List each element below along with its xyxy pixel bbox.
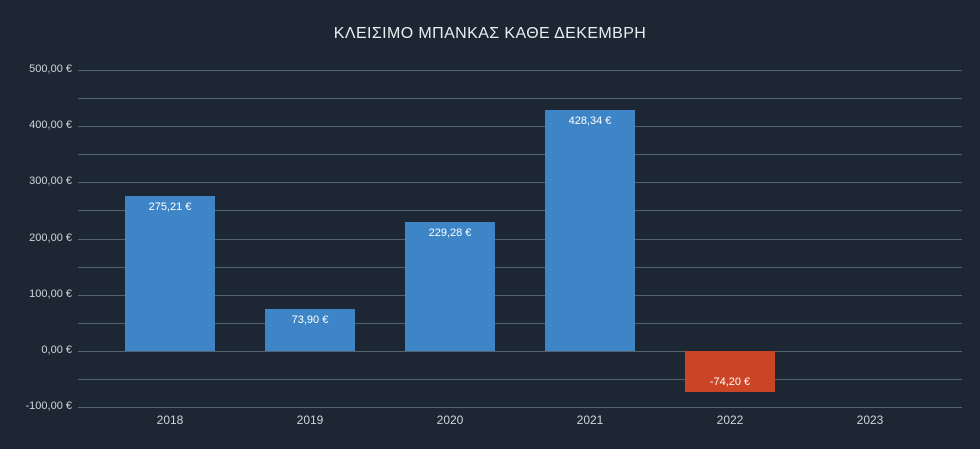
y-tick-label-400: 400,00 € <box>29 119 72 132</box>
y-tick-label-500: 500,00 € <box>29 63 72 75</box>
y-tick-label-100: 100,00 € <box>29 287 72 300</box>
y-tick-label-300: 300,00 € <box>29 175 72 188</box>
gridline <box>78 294 962 296</box>
bar-value-label-2018: 275,21 € <box>148 201 192 214</box>
gridline <box>78 238 962 240</box>
bar-2019 <box>265 309 355 351</box>
chart-title: ΚΛΕΙΣΙΜΟ ΜΠΑΝΚΑΣ ΚΑΘΕ ΔΕΚΕΜΒΡΗ <box>333 25 647 42</box>
zero-baseline-gridline <box>78 350 962 352</box>
x-tick-label-2021: 2021 <box>576 413 604 427</box>
gridline <box>78 266 962 268</box>
bar-value-label-2020: 229,28 € <box>428 227 472 240</box>
bar-2018 <box>125 196 215 351</box>
y-tick-label-0: 0,00 € <box>41 343 72 356</box>
bar-value-label-2022: -74,20 € <box>709 375 751 388</box>
bar-value-label-2019: 73,90 € <box>291 314 329 327</box>
y-tick-label-200: 200,00 € <box>29 231 72 244</box>
x-tick-label-2018: 2018 <box>156 413 184 427</box>
gridline <box>78 70 962 71</box>
gridline <box>78 322 962 324</box>
bar-2020 <box>405 222 495 351</box>
bar-2022 <box>685 350 775 393</box>
x-tick-label-2019: 2019 <box>296 413 324 427</box>
x-tick-label-2020: 2020 <box>436 413 464 427</box>
y-tick-label--100: -100,00 € <box>25 400 72 412</box>
gridline <box>78 126 962 128</box>
gridline <box>78 182 962 184</box>
gridline <box>78 154 962 156</box>
gridline <box>78 407 962 408</box>
gridline <box>78 378 962 380</box>
x-tick-label-2022: 2022 <box>716 413 744 427</box>
gridline <box>78 98 962 100</box>
bar-value-label-2021: 428,34 € <box>568 115 612 128</box>
gridline <box>78 210 962 212</box>
bar-2021 <box>545 110 635 351</box>
x-tick-label-2023: 2023 <box>856 413 884 427</box>
